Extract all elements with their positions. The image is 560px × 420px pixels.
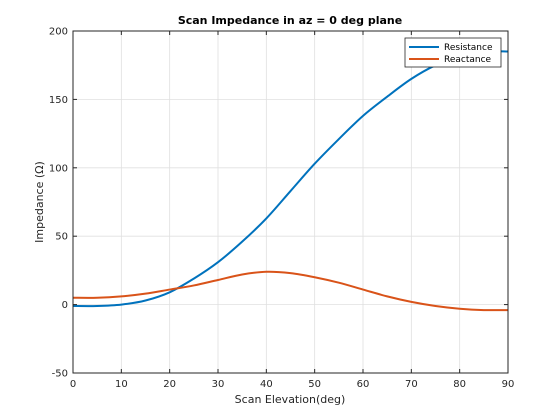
- y-tick-label: 0: [62, 300, 68, 311]
- x-tick-label: 90: [502, 379, 515, 390]
- x-tick-label: 40: [260, 379, 273, 390]
- x-tick-label: 80: [453, 379, 466, 390]
- x-tick-label: 0: [70, 379, 76, 390]
- plot-area: [73, 31, 508, 373]
- y-tick-label: 200: [49, 27, 68, 38]
- y-tick-label: 100: [49, 163, 68, 174]
- y-tick-label: -50: [52, 369, 68, 380]
- x-tick-label: 70: [405, 379, 418, 390]
- legend-label-reactance: Reactance: [444, 55, 492, 65]
- axes-box: [72, 30, 509, 374]
- x-tick-label: 20: [163, 379, 176, 390]
- series-line-reactance: [72, 270, 509, 312]
- y-tick-label: 50: [55, 232, 68, 243]
- x-tick-label: 10: [115, 379, 128, 390]
- legend-box: [404, 37, 502, 68]
- x-tick-label: 60: [357, 379, 370, 390]
- x-axis-title: Scan Elevation(deg): [235, 393, 346, 406]
- x-tick-label: 50: [308, 379, 321, 390]
- legend: Resistance Reactance: [404, 37, 502, 68]
- x-tick-label: 30: [212, 379, 225, 390]
- y-axis-title: Impedance (Ω): [33, 161, 46, 243]
- y-tick-label: 150: [49, 95, 68, 106]
- chart-title: Scan Impedance in az = 0 deg plane: [178, 14, 402, 27]
- legend-label-resistance: Resistance: [444, 43, 493, 53]
